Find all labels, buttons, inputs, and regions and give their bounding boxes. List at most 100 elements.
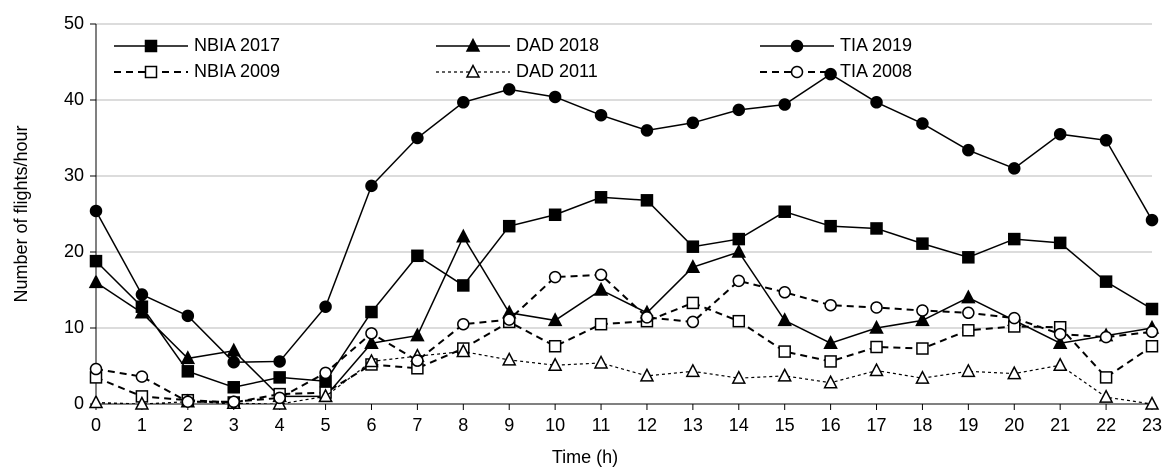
marker bbox=[915, 312, 930, 327]
x-tick-label: 16 bbox=[821, 415, 841, 435]
marker bbox=[594, 268, 608, 282]
marker bbox=[547, 357, 563, 371]
x-tick-label: 11 bbox=[592, 415, 611, 435]
marker bbox=[547, 312, 563, 327]
y-axis-title: Number of flights/hour bbox=[11, 125, 31, 302]
marker bbox=[180, 350, 196, 365]
marker bbox=[465, 63, 481, 78]
marker bbox=[1144, 395, 1160, 410]
x-tick-label: 12 bbox=[637, 415, 657, 435]
marker bbox=[548, 339, 562, 353]
x-tick-label: 0 bbox=[91, 415, 101, 435]
marker bbox=[915, 370, 930, 384]
marker bbox=[134, 395, 150, 410]
marker bbox=[1007, 365, 1022, 380]
marker bbox=[778, 98, 791, 111]
marker bbox=[639, 367, 655, 382]
x-tick-label: 6 bbox=[366, 415, 376, 435]
marker bbox=[181, 395, 195, 408]
marker bbox=[273, 391, 286, 405]
marker bbox=[640, 194, 654, 207]
marker bbox=[1053, 327, 1067, 341]
marker bbox=[1145, 302, 1159, 316]
marker bbox=[790, 39, 804, 53]
legend-label: NBIA 2009 bbox=[194, 61, 280, 81]
x-tick-label: 15 bbox=[775, 415, 795, 435]
marker bbox=[594, 191, 608, 204]
marker bbox=[916, 117, 929, 130]
marker bbox=[89, 362, 103, 376]
marker bbox=[364, 353, 379, 368]
marker bbox=[593, 281, 609, 296]
marker bbox=[502, 219, 516, 233]
marker bbox=[501, 351, 517, 366]
marker bbox=[411, 131, 424, 145]
marker bbox=[456, 343, 471, 358]
y-tick-label: 0 bbox=[74, 393, 84, 413]
marker bbox=[1008, 232, 1021, 246]
marker bbox=[364, 335, 379, 349]
marker bbox=[548, 270, 562, 284]
y-tick-label: 30 bbox=[64, 165, 84, 185]
marker bbox=[916, 237, 929, 250]
marker bbox=[824, 298, 837, 312]
marker bbox=[502, 83, 516, 96]
marker bbox=[962, 324, 975, 337]
series-line bbox=[95, 235, 1153, 398]
x-tick-label: 17 bbox=[867, 415, 887, 435]
marker bbox=[824, 355, 837, 368]
marker bbox=[594, 108, 608, 122]
marker bbox=[962, 251, 975, 264]
y-tick-label: 40 bbox=[64, 89, 84, 109]
marker bbox=[1008, 162, 1021, 175]
marker bbox=[732, 314, 746, 328]
x-tick-label: 9 bbox=[504, 415, 514, 435]
x-tick-label: 13 bbox=[683, 415, 703, 435]
x-tick-label: 23 bbox=[1142, 415, 1162, 435]
marker bbox=[790, 65, 804, 79]
x-tick-label: 19 bbox=[958, 415, 978, 435]
series-line bbox=[95, 196, 1153, 389]
legend-label: DAD 2011 bbox=[516, 61, 598, 81]
marker bbox=[411, 249, 424, 263]
marker bbox=[144, 65, 158, 79]
marker bbox=[411, 354, 424, 367]
marker bbox=[319, 300, 332, 313]
marker bbox=[685, 363, 701, 378]
marker bbox=[869, 319, 884, 334]
series-line bbox=[95, 350, 1153, 405]
marker bbox=[1053, 236, 1067, 250]
marker bbox=[144, 39, 158, 53]
marker bbox=[685, 259, 701, 273]
x-tick-label: 2 bbox=[183, 415, 193, 435]
marker bbox=[410, 327, 425, 342]
marker bbox=[1098, 389, 1114, 403]
marker bbox=[686, 116, 700, 130]
marker bbox=[457, 279, 470, 292]
x-tick-label: 3 bbox=[229, 415, 239, 435]
marker bbox=[961, 289, 976, 304]
marker bbox=[227, 355, 240, 369]
marker bbox=[89, 204, 103, 218]
marker bbox=[502, 313, 516, 326]
marker bbox=[135, 288, 149, 301]
marker bbox=[870, 222, 883, 235]
marker bbox=[686, 315, 700, 329]
marker bbox=[319, 366, 332, 380]
x-tick-label: 20 bbox=[1004, 415, 1024, 435]
x-tick-label: 21 bbox=[1050, 415, 1070, 435]
x-axis-title: Time (h) bbox=[552, 447, 618, 467]
marker bbox=[594, 317, 608, 331]
marker bbox=[1145, 325, 1159, 339]
marker bbox=[1099, 134, 1113, 147]
marker bbox=[1099, 275, 1113, 288]
marker bbox=[1053, 127, 1067, 141]
marker bbox=[732, 232, 746, 246]
marker bbox=[457, 317, 470, 331]
x-tick-label: 22 bbox=[1096, 415, 1116, 435]
x-tick-label: 4 bbox=[275, 415, 285, 435]
marker bbox=[686, 240, 700, 253]
series-line bbox=[95, 73, 1153, 363]
marker bbox=[823, 374, 838, 389]
